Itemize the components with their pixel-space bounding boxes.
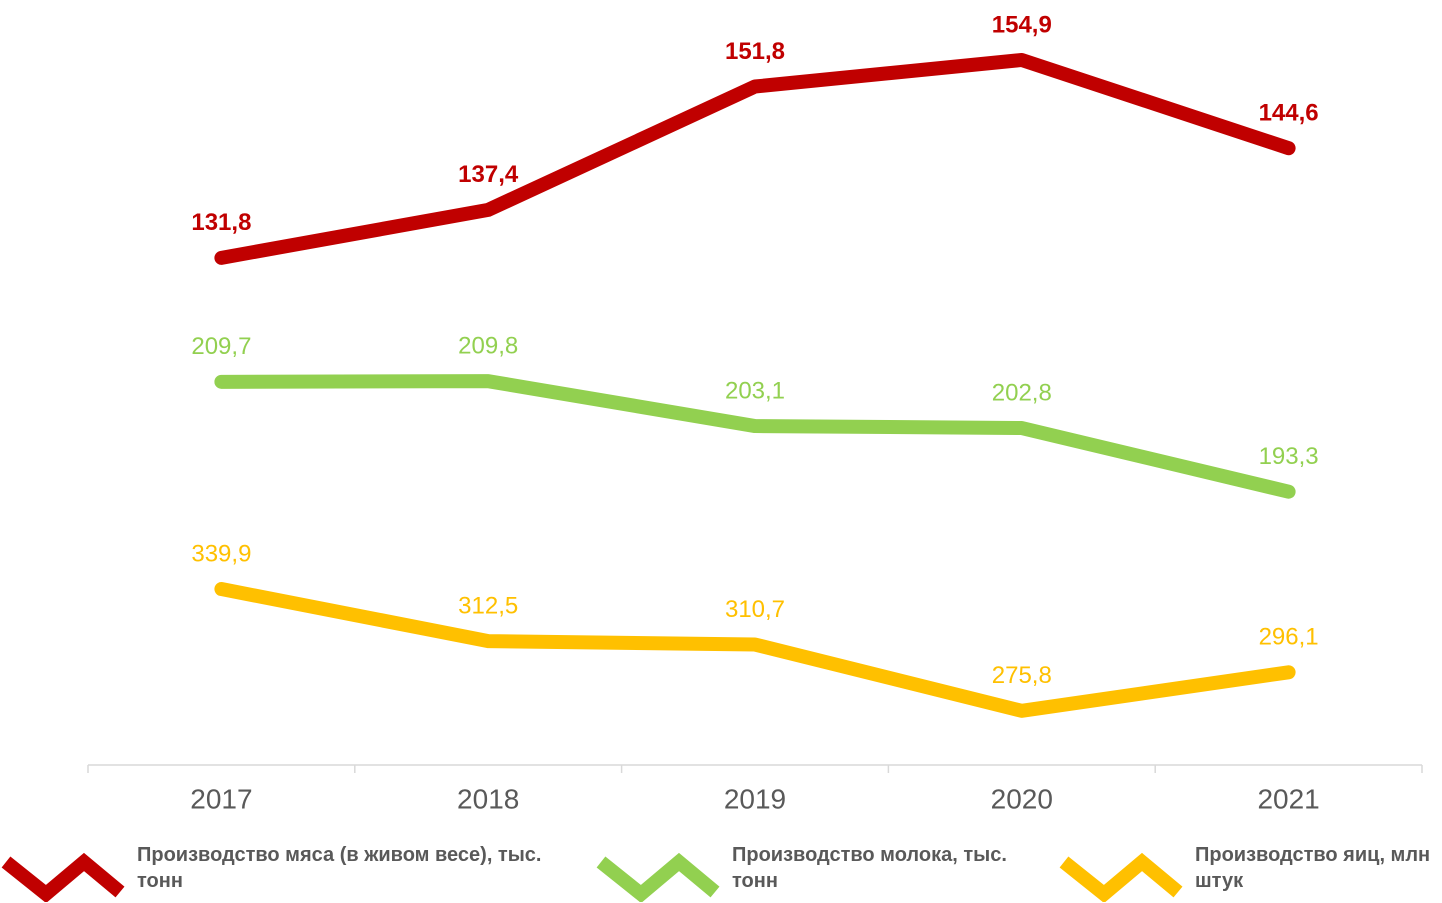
x-tick-label: 2019 bbox=[724, 783, 786, 814]
legend-item: Производство мяса (в живом весе), тыс. т… bbox=[0, 842, 587, 902]
x-tick-label: 2020 bbox=[991, 783, 1053, 814]
data-label: 131,8 bbox=[191, 209, 251, 236]
series-line bbox=[214, 582, 1296, 718]
data-label: 154,9 bbox=[992, 11, 1052, 38]
legend-label: Производство молока, тыс. тонн bbox=[732, 844, 1007, 892]
data-label: 312,5 bbox=[458, 592, 518, 619]
legend-item: Производство молока, тыс. тонн bbox=[595, 842, 1032, 902]
legend-item: Производство яиц, млн штук bbox=[1058, 842, 1442, 902]
data-label: 209,8 bbox=[458, 333, 518, 360]
legend-swatch bbox=[596, 852, 720, 902]
data-label: 275,8 bbox=[992, 662, 1052, 689]
legend-line bbox=[596, 852, 720, 902]
series-line bbox=[214, 52, 1296, 265]
legend-label: Производство мяса (в живом весе), тыс. т… bbox=[137, 844, 542, 892]
data-label: 144,6 bbox=[1259, 100, 1319, 127]
legend-swatch bbox=[1, 852, 125, 902]
data-label: 202,8 bbox=[992, 379, 1052, 406]
data-label: 151,8 bbox=[725, 38, 785, 65]
data-label: 339,9 bbox=[191, 540, 251, 567]
data-label: 209,7 bbox=[191, 333, 251, 360]
x-tick-label: 2017 bbox=[190, 783, 252, 814]
legend-label: Производство яиц, млн штук bbox=[1195, 844, 1431, 892]
legend-line bbox=[1059, 852, 1183, 902]
data-label: 296,1 bbox=[1259, 624, 1319, 651]
legend-swatch bbox=[1059, 852, 1183, 902]
data-label: 137,4 bbox=[458, 161, 519, 188]
data-label: 310,7 bbox=[725, 596, 785, 623]
x-tick-label: 2018 bbox=[457, 783, 519, 814]
chart: 2017 2018 2019 2020 2021 131,8 137,4 151,8 154,9… bbox=[87, 11, 1423, 814]
data-label: 193,3 bbox=[1259, 443, 1319, 470]
x-tick-label: 2021 bbox=[1257, 783, 1319, 814]
legend-line bbox=[1, 852, 125, 902]
series-line bbox=[214, 374, 1296, 499]
data-label: 203,1 bbox=[725, 377, 785, 404]
